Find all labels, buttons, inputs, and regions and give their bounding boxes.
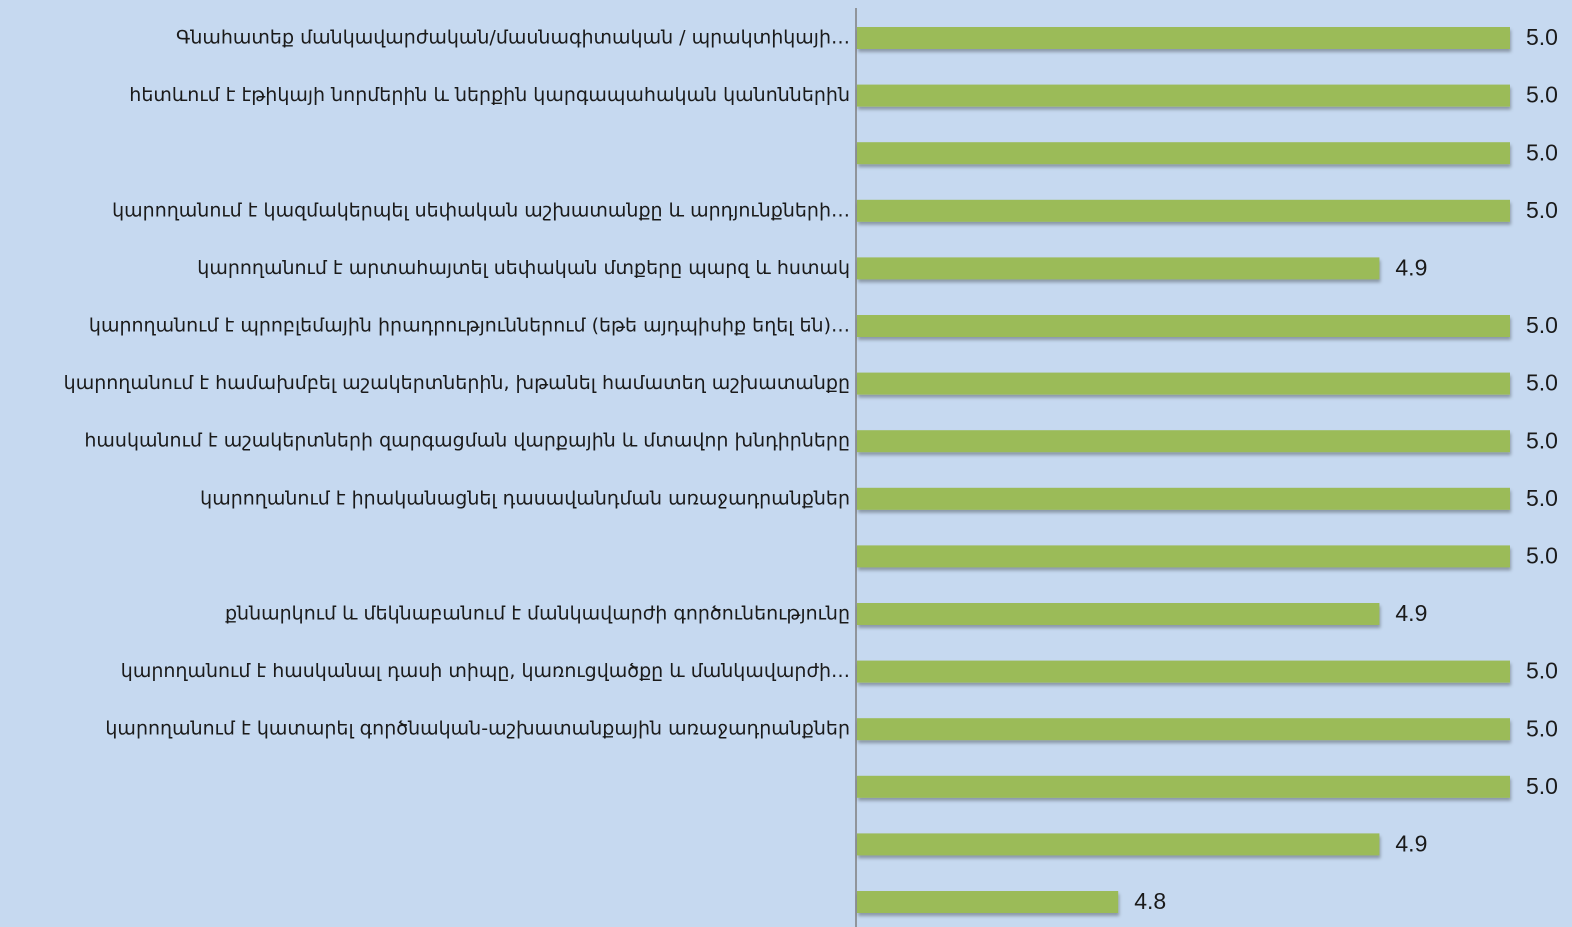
bar [857,833,1380,856]
bar [857,142,1510,165]
bar [857,487,1510,510]
value-label: 5.0 [1526,715,1558,741]
value-label: 5.0 [1526,24,1558,50]
bar [857,27,1510,49]
value-label: 5.0 [1526,82,1558,108]
bar [857,372,1510,395]
value-label: 5.0 [1526,139,1558,165]
bar [857,430,1510,453]
bar [857,718,1510,741]
bar [857,603,1380,625]
value-label: 5.0 [1526,370,1558,396]
value-label: 5.0 [1526,658,1558,684]
value-label: 5.0 [1526,427,1558,453]
value-label: 5.0 [1526,485,1558,511]
value-label: 4.9 [1395,600,1427,626]
value-label: 4.8 [1134,888,1166,914]
category-label: կարողանում է կատարել գործնական-աշխատանքա… [105,718,850,740]
value-label: 5.0 [1526,773,1558,799]
value-label: 4.9 [1395,830,1427,856]
category-label: քննարկում և մեկնաբանում է մանկավարժի գոր… [225,603,850,625]
bar [857,315,1510,337]
value-label: 5.0 [1526,197,1558,223]
value-label: 5.0 [1526,312,1558,338]
category-label: կարողանում է պրոբլեմային իրադրություններ… [89,315,850,337]
category-label: հետևում է էթիկայի նորմերին և ներքին կարգ… [129,84,850,106]
category-label: Գնահատեք մանկավարժական/մասնագիտական / պր… [176,27,850,49]
value-label: 4.9 [1395,254,1427,280]
value-label: 5.0 [1526,542,1558,568]
bar [857,891,1119,913]
bar [857,775,1510,798]
category-label: կարողանում է համախմբել աշակերտներին, խթա… [64,372,850,394]
bar [857,660,1510,683]
category-label: կարողանում է արտահայտել սեփական մտքերը պ… [197,257,850,279]
category-label: հասկանում է աշակերտների զարգացման վարքայ… [84,430,850,452]
category-label: կարողանում է հասկանալ դասի տիպը, կառուցվ… [121,660,850,682]
bar [857,199,1510,222]
bar [857,257,1380,280]
bar [857,84,1510,107]
bar [857,545,1510,568]
category-label: կարողանում է կազմակերպել սեփական աշխատան… [112,199,850,221]
category-label: կարողանում է իրականացնել դասավանդման առա… [200,487,850,509]
